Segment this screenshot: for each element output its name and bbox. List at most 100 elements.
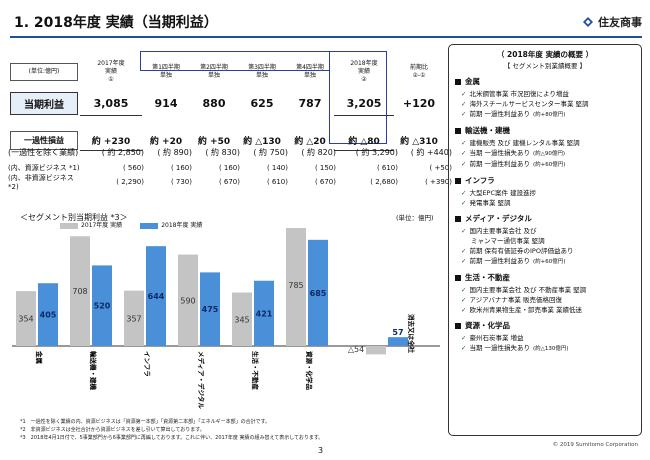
segment-profit-chart: 354 405 金属 708 520 輸送機・建機 357 644 インフラ 590 475 メディア…: [12, 228, 440, 409]
page-number: 3: [318, 446, 324, 455]
summary-title: （ 2018年度 実績の概要 ）: [496, 50, 594, 59]
bar: [178, 254, 198, 346]
page-title: 1. 2018年度 実績（当期利益）: [14, 15, 218, 31]
quarter-frame: [140, 51, 330, 71]
summary-item: ✓ 建機販売 及び 建機レンタル事業 堅調: [461, 139, 580, 147]
check-icon: ✓: [461, 296, 467, 304]
bar-value-label: 644: [148, 292, 165, 301]
bar: [16, 291, 36, 346]
bullet-square-icon: [455, 78, 461, 85]
unit-label: (単位:億円): [10, 63, 78, 81]
summary-item: ✓ 当期 一過性損失あり (約△90億円): [461, 149, 566, 157]
check-icon: ✓: [461, 100, 467, 108]
summary-item: ✓ アジアバナナ事業 販売価格回復: [461, 296, 562, 304]
bar-value-label: 708: [72, 287, 87, 296]
row-excluding-one-time: (一過性を除く業績) ( 約 2,850) ( 約 890) ( 約 830) …: [8, 148, 452, 157]
col-q3: 第3四半期 単独: [248, 64, 276, 79]
bar: [366, 346, 386, 355]
summary-section: 金属 ✓ 北米鋼管事業 市況回復により増益 ✓ 海外スチールサービスセンター事業 堅調 ✓…: [455, 76, 635, 120]
check-icon: ✓: [461, 344, 467, 352]
summary-panel: （ 2018年度 実績の概要 ） 【 セグメント別業績概要 】 金属 ✓ 北米鋼管事…: [448, 44, 642, 436]
bar: [254, 280, 274, 346]
results-table: (単位:億円) 2017年度 実績 ① 第1四半期 単独 第2四半期 単独 第3四半期単…: [8, 52, 444, 151]
check-icon: ✓: [461, 334, 467, 342]
bar-value-label: 590: [180, 296, 195, 305]
footnote-1: *1 一過性を除く業績の内、資源ビジネスは「資源第一本部」「資源第二本部」「エネ…: [20, 419, 271, 425]
footnote-3: *3 2018年4月1日付で、5事業部門から6事業部門に再編しております。これに…: [20, 435, 324, 441]
check-icon: ✓: [461, 306, 467, 314]
check-icon: ✓: [461, 257, 467, 265]
check-icon: ✓: [461, 90, 467, 98]
bar-value-label: 685: [310, 289, 327, 298]
check-icon: ✓: [461, 149, 467, 157]
bar-value-label: 354: [18, 315, 33, 324]
footnote-2: *2 非資源ビジネスは全社合計から資源ビジネスを差し引いて算出しております。: [20, 427, 205, 433]
bullet-square-icon: [455, 274, 461, 281]
bar-value-label: 405: [40, 311, 57, 320]
bar: [38, 283, 58, 346]
summary-section: メディア・デジタル ✓ 国内主要事業会社 及び ミャンマー通信事業 堅調 ✓ 前期 保有有…: [455, 213, 635, 267]
summary-section-title: インフラ: [455, 175, 635, 186]
check-icon: ✓: [461, 160, 467, 168]
col-diff: 前期比 ②-①: [409, 64, 428, 79]
summary-item: ミャンマー通信事業 堅調: [471, 237, 545, 245]
summary-section: 生活・不動産 ✓ 国内主要事業会社 及び 不動産事業 堅調 ✓ アジアバナナ事業 販売価…: [455, 272, 635, 315]
summary-section: 資源・化学品 ✓ 豪州石炭事業 増益 ✓ 当期 一過性損失あり (約△130億円): [455, 320, 635, 354]
category-label: メディア・デジタル: [197, 351, 206, 409]
bar: [286, 228, 306, 346]
bar: [308, 239, 328, 346]
bar-value-label: 421: [256, 309, 273, 318]
bar-value-label: 57: [392, 328, 403, 337]
chart-title: ＜セグメント別当期利益 *3＞: [20, 213, 128, 222]
chart-legend: 2017年度 実績 2018年度 実績: [60, 220, 202, 229]
check-icon: ✓: [461, 286, 467, 294]
legend-item-2017: 2017年度 実績: [60, 220, 122, 229]
bar-value-label: △54: [348, 345, 364, 354]
summary-item: ✓ 国内主要事業会社 及び: [461, 227, 537, 235]
summary-item: ✓ 大型EPC案件 建設進捗: [461, 189, 537, 197]
category-label: インフラ: [143, 351, 151, 377]
summary-subtitle: 【 セグメント別業績概要 】: [503, 62, 587, 70]
summary-section-title: 資源・化学品: [455, 320, 635, 331]
check-icon: ✓: [461, 227, 467, 235]
bar: [124, 290, 144, 346]
bar: [388, 337, 408, 346]
col-q2: 第2四半期 単独: [200, 64, 228, 79]
summary-item: ✓ 欧米州青果物生産・卸売事業 業績低迷: [461, 306, 583, 314]
col-fy2018: 2018年度 実績 ②: [350, 60, 378, 83]
bar: [146, 246, 166, 346]
summary-item: ✓ 発電事業 堅調: [461, 199, 511, 207]
col-q1: 第1四半期 単独: [152, 64, 180, 79]
bar: [200, 272, 220, 346]
summary-section-title: 生活・不動産: [455, 272, 635, 283]
company-logo: 住友商事: [582, 14, 642, 30]
summary-item: ✓ 北米鋼管事業 市況回復により増益: [461, 90, 569, 98]
category-label: 金属: [35, 350, 44, 364]
check-icon: ✓: [461, 139, 467, 147]
summary-section-title: メディア・デジタル: [455, 213, 635, 224]
summary-section-title: 金属: [455, 76, 635, 87]
row-net-profit: 当期利益 3,085 914 880 625 787 3,205 +120: [8, 92, 444, 116]
bullet-square-icon: [455, 322, 461, 329]
footnotes: *1 一過性を除く業績の内、資源ビジネスは「資源第一本部」「資源第二本部」「エネ…: [20, 418, 323, 442]
summary-section-title: 輸送機・建機: [455, 125, 635, 136]
bar-value-label: 357: [126, 314, 141, 323]
check-icon: ✓: [461, 247, 467, 255]
bar: [92, 265, 112, 346]
summary-item: ✓ 当期 一過性損失あり (約△130億円): [461, 344, 569, 352]
summary-item: ✓ 前期 一過性利益あり (約+80億円): [461, 110, 566, 118]
check-icon: ✓: [461, 199, 467, 207]
copyright: © 2019 Sumitomo Corporation: [552, 442, 638, 448]
col-fy2017: 2017年度 実績 ①: [97, 60, 125, 83]
check-icon: ✓: [461, 189, 467, 197]
bar: [232, 292, 252, 346]
bar-value-label: 520: [94, 302, 111, 311]
bar-value-label: 475: [202, 305, 219, 314]
check-icon: ✓: [461, 110, 467, 118]
bullet-square-icon: [455, 215, 461, 222]
bullet-square-icon: [455, 177, 461, 184]
row-one-time: 一過性損益 約 +230 約 +20 約 +50 約 △130 約 △20 約 …: [8, 131, 444, 151]
logo-mark-icon: [583, 17, 593, 27]
logo-text: 住友商事: [598, 16, 642, 29]
bar-value-label: 785: [288, 281, 303, 290]
